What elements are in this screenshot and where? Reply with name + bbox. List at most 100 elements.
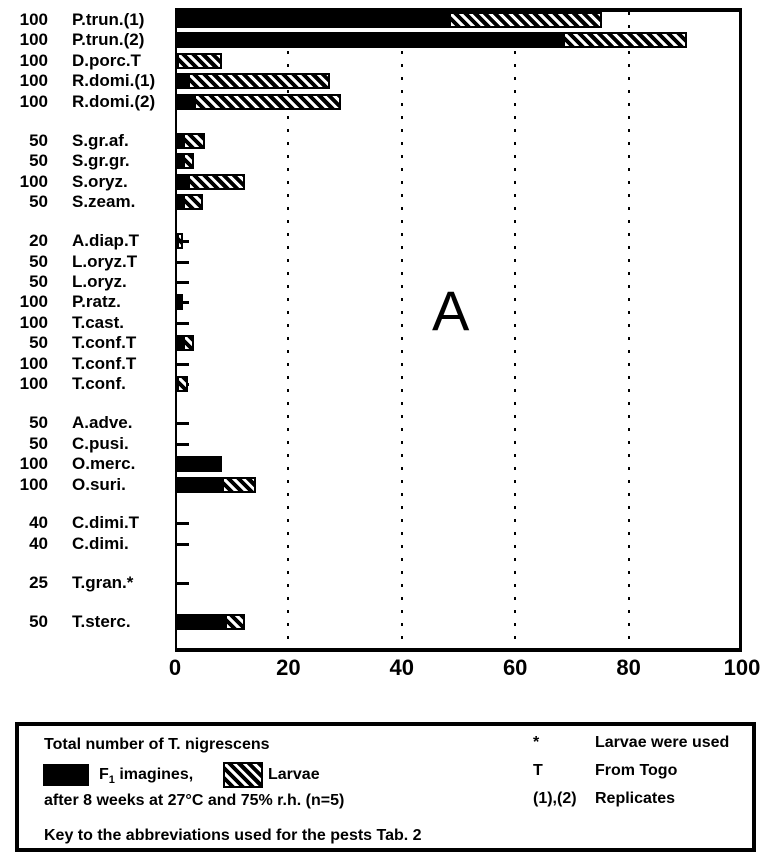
- larvae-bar-segment: [177, 376, 189, 393]
- bar-row: [177, 476, 257, 493]
- category-tick: [177, 260, 189, 264]
- bar-row: [177, 456, 223, 473]
- bar-row: [177, 32, 688, 49]
- row-n-label: 50: [29, 433, 48, 453]
- row-n-label: 100: [19, 71, 48, 91]
- legend-key-line: Key to the abbreviations used for the pe…: [44, 827, 422, 844]
- row-species-label: L.oryz.: [72, 271, 127, 291]
- category-tick: [177, 542, 189, 546]
- row-n-label: 50: [29, 271, 48, 291]
- plot-border: [175, 8, 742, 652]
- row-n-label: 100: [19, 454, 48, 474]
- row-species-label: T.conf.T: [72, 353, 137, 373]
- note-symbol-asterisk: *: [533, 734, 540, 751]
- imagines-f: F: [99, 766, 109, 783]
- bar-row: [177, 153, 194, 170]
- category-tick: [177, 280, 189, 284]
- larvae-bar-segment: [449, 12, 603, 28]
- imagines-bar-segment: [177, 335, 183, 352]
- imagines-bar-segment: [177, 73, 189, 90]
- row-n-label: 20: [29, 231, 48, 251]
- row-n-label: 100: [19, 91, 48, 111]
- x-axis-tick-label: 20: [276, 655, 301, 680]
- imagines-swatch: [43, 764, 89, 786]
- legend-title: Total number of T. nigrescens: [44, 736, 270, 753]
- larvae-bar-segment: [222, 476, 257, 493]
- imagines-bar-segment: [177, 153, 183, 170]
- row-n-label: 25: [29, 572, 48, 592]
- bar-row: [177, 52, 223, 69]
- row-species-label: S.zeam.: [72, 192, 136, 212]
- larvae-swatch: [223, 762, 263, 788]
- x-axis-tick-label: 100: [723, 655, 761, 680]
- row-species-label: P.trun.(1): [72, 10, 145, 29]
- bar-row: [177, 73, 331, 90]
- category-tick: [177, 442, 189, 446]
- row-species-label: S.gr.gr.: [72, 151, 130, 171]
- row-species-label: S.oryz.: [72, 171, 128, 191]
- bar-row: [177, 173, 246, 190]
- larvae-bar-segment: [225, 613, 246, 630]
- larvae-bar-segment: [182, 194, 203, 211]
- row-species-label: C.dimi.: [72, 533, 129, 553]
- row-species-label: T.sterc.: [72, 611, 131, 631]
- note-text-from-togo: From Togo: [595, 762, 678, 779]
- x-axis-tick-label: 0: [168, 655, 182, 680]
- bar-row: [177, 613, 246, 630]
- imagines-bar-segment: [177, 93, 194, 110]
- note-symbol-t: T: [533, 762, 543, 779]
- row-species-label: R.domi.(2): [72, 91, 156, 111]
- x-axis-tick-label: 60: [502, 655, 528, 680]
- imagines-sub: 1: [108, 774, 115, 787]
- row-species-label: A.diap.T: [72, 231, 140, 251]
- imagines-bar-segment: [177, 12, 450, 28]
- imagines-bar-segment: [177, 132, 183, 149]
- row-species-label: T.conf.T: [72, 333, 137, 353]
- row-n-label: 100: [19, 312, 48, 332]
- note-text-replicates: Replicates: [595, 790, 676, 807]
- bar-row: [177, 294, 183, 311]
- larvae-bar-segment: [182, 153, 194, 170]
- bar-row: [177, 335, 194, 352]
- larvae-bar-segment: [182, 335, 194, 352]
- row-n-label: 100: [19, 10, 48, 29]
- category-tick: [177, 422, 189, 426]
- row-n-label: 100: [19, 292, 48, 312]
- row-n-label: 50: [29, 333, 48, 353]
- category-tick: [177, 581, 189, 585]
- row-n-label: 100: [19, 374, 48, 394]
- larvae-bar-segment: [562, 32, 688, 49]
- row-species-label: C.pusi.: [72, 433, 129, 453]
- legend-conditions: after 8 weeks at 27°C and 75% r.h. (n=5): [44, 792, 345, 809]
- row-n-label: 50: [29, 130, 48, 150]
- imagines-bar-segment: [177, 194, 183, 211]
- larvae-bar-segment: [177, 233, 183, 250]
- imagines-bar-segment: [177, 173, 189, 190]
- category-tick: [177, 362, 189, 366]
- x-axis-tick-label: 80: [616, 655, 641, 680]
- row-species-label: P.ratz.: [72, 292, 121, 312]
- row-n-label: 50: [29, 413, 48, 433]
- row-species-label: T.gran.*: [72, 572, 134, 592]
- row-species-label: T.conf.: [72, 374, 126, 394]
- imagines-bar-segment: [177, 456, 223, 473]
- bar-row: [177, 194, 203, 211]
- category-tick: [177, 321, 189, 325]
- row-n-label: 40: [29, 513, 48, 533]
- bar-row: [177, 12, 603, 28]
- larvae-bar-segment: [188, 173, 246, 190]
- category-tick: [177, 522, 189, 526]
- row-species-label: C.dimi.T: [72, 513, 140, 533]
- bar-row: [177, 233, 183, 250]
- row-species-label: D.porc.T: [72, 50, 141, 70]
- row-species-label: L.oryz.T: [72, 251, 138, 271]
- bar-row: [177, 93, 342, 110]
- row-n-label: 100: [19, 30, 48, 50]
- row-n-label: 100: [19, 474, 48, 494]
- imagines-bar-segment: [177, 32, 563, 49]
- larvae-bar-segment: [177, 52, 223, 69]
- category-tick: [177, 301, 189, 305]
- note-text-larvae-used: Larvae were used: [595, 734, 730, 751]
